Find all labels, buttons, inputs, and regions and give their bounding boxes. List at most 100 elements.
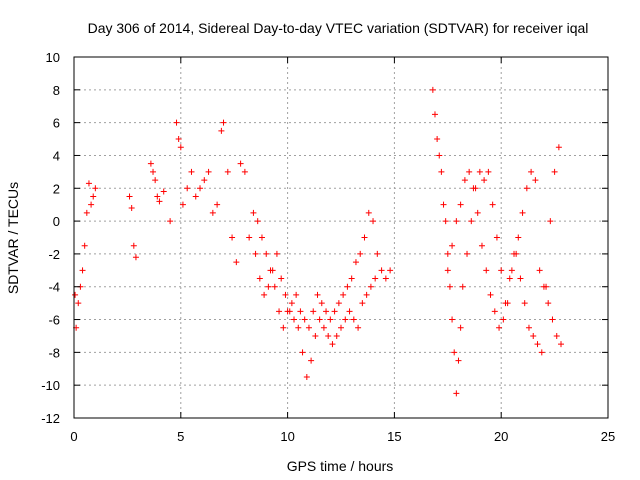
data-point — [83, 209, 90, 216]
data-point — [449, 242, 456, 249]
y-tick-label: 2 — [53, 181, 60, 196]
data-point — [455, 357, 462, 364]
data-point — [269, 267, 276, 274]
y-tick-label: 8 — [53, 83, 60, 98]
data-point — [209, 209, 216, 216]
data-point — [278, 275, 285, 282]
data-point — [444, 267, 451, 274]
data-point — [320, 324, 327, 331]
data-point — [92, 185, 99, 192]
data-point — [291, 316, 298, 323]
data-point — [515, 234, 522, 241]
data-points — [72, 86, 565, 397]
data-point — [303, 373, 310, 380]
data-point — [128, 204, 135, 211]
data-point — [442, 218, 449, 225]
data-point — [485, 168, 492, 175]
data-point — [481, 177, 488, 184]
x-axis-title: GPS time / hours — [287, 458, 394, 474]
axis-ticks — [73, 56, 609, 419]
data-point — [534, 341, 541, 348]
data-point — [150, 168, 157, 175]
data-point — [263, 250, 270, 257]
data-point — [468, 218, 475, 225]
data-point — [184, 185, 191, 192]
data-point — [431, 111, 438, 118]
data-point — [446, 283, 453, 290]
data-point — [224, 168, 231, 175]
data-point — [192, 193, 199, 200]
data-point — [444, 250, 451, 257]
data-point — [365, 209, 372, 216]
data-point — [382, 275, 389, 282]
data-point — [314, 291, 321, 298]
data-point — [152, 177, 159, 184]
x-tick-label: 10 — [280, 429, 294, 444]
data-point — [147, 160, 154, 167]
data-point — [258, 234, 265, 241]
data-point — [132, 254, 139, 261]
data-point — [286, 308, 293, 315]
x-tick-label: 20 — [494, 429, 508, 444]
data-point — [156, 198, 163, 205]
data-point — [553, 332, 560, 339]
data-point — [357, 250, 364, 257]
data-point — [75, 300, 82, 307]
data-point — [474, 209, 481, 216]
data-point — [528, 168, 535, 175]
data-point — [457, 201, 464, 208]
data-point — [464, 250, 471, 257]
data-point — [310, 308, 317, 315]
data-point — [350, 316, 357, 323]
data-point — [333, 332, 340, 339]
x-tick-labels: 0 5 10 15 20 25 — [70, 429, 615, 444]
data-point — [378, 267, 385, 274]
data-point — [265, 283, 272, 290]
data-point — [508, 267, 515, 274]
data-point — [280, 324, 287, 331]
data-point — [478, 242, 485, 249]
data-point — [154, 193, 161, 200]
data-point — [476, 168, 483, 175]
data-point — [229, 234, 236, 241]
chart-title: Day 306 of 2014, Sidereal Day-to-day VTE… — [88, 20, 589, 36]
data-point — [327, 316, 334, 323]
data-point — [496, 324, 503, 331]
data-point — [308, 357, 315, 364]
data-point — [335, 300, 342, 307]
y-tick-label: -10 — [41, 378, 60, 393]
data-point — [188, 168, 195, 175]
data-point — [342, 316, 349, 323]
x-tick-label: 15 — [387, 429, 401, 444]
y-tick-label: 10 — [46, 50, 60, 65]
data-point — [293, 291, 300, 298]
data-point — [271, 283, 278, 290]
data-point — [167, 218, 174, 225]
data-point — [449, 316, 456, 323]
data-point — [295, 324, 302, 331]
data-point — [205, 168, 212, 175]
data-point — [525, 324, 532, 331]
y-tick-label: -6 — [48, 313, 60, 328]
data-point — [250, 209, 257, 216]
data-point — [173, 119, 180, 126]
data-point — [130, 242, 137, 249]
data-point — [346, 308, 353, 315]
data-point — [451, 349, 458, 356]
data-point — [72, 291, 79, 298]
data-point — [288, 300, 295, 307]
data-point — [453, 390, 460, 397]
data-point — [555, 144, 562, 151]
data-point — [177, 144, 184, 151]
data-point — [434, 136, 441, 143]
data-point — [498, 267, 505, 274]
data-point — [325, 332, 332, 339]
data-point — [179, 201, 186, 208]
data-point — [344, 283, 351, 290]
data-point — [493, 234, 500, 241]
y-tick-label: 4 — [53, 148, 60, 163]
data-point — [90, 193, 97, 200]
data-point — [254, 218, 261, 225]
data-point — [261, 291, 268, 298]
data-point — [461, 177, 468, 184]
